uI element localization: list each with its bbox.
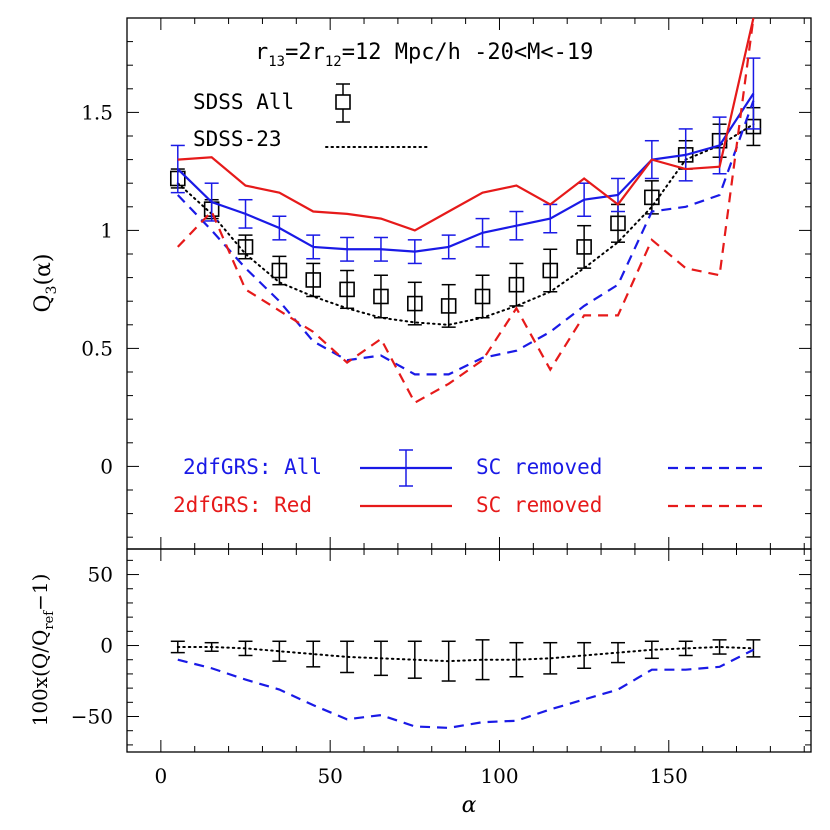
top-series-sdss-all-point <box>305 272 322 288</box>
bottom-plot-frame <box>126 548 812 753</box>
legend-label-sc-removed-all: SC removed <box>476 455 602 479</box>
top-series-sc-removed-all <box>176 100 755 376</box>
top-y-tick-label: 1.5 <box>81 100 113 124</box>
bottom-panel: 0 50 100 150 −50 0 50 100x(Q/Qref−1) α <box>28 548 812 818</box>
legend-label-sc-removed-red: SC removed <box>476 493 602 517</box>
top-y-tick-label: 1 <box>100 218 113 242</box>
bottom-series-sc-removed-relative <box>177 648 754 729</box>
top-y-tick-label: 0.5 <box>81 336 113 360</box>
bottom-series-sc-removed-relative-line <box>177 648 754 729</box>
top-series-sdss-all-point <box>542 262 559 279</box>
top-series-sdss-all-point <box>271 262 288 279</box>
top-series-sc-removed-red-line <box>176 17 755 405</box>
bottom-y-tick-label: 0 <box>100 634 113 658</box>
top-y-axis-label: Q3(α) <box>31 254 60 313</box>
top-legend: SDSS All SDSS-23 2dfGRS: All SC removed 2dfG… <box>173 83 762 517</box>
top-ticks: 0 0.5 1 1.5 <box>81 17 811 549</box>
top-series-sdss-all-point <box>474 288 491 305</box>
top-series-sdss-all-point <box>373 288 389 305</box>
bottom-x-tick-label: 50 <box>317 764 342 788</box>
bottom-y-tick-label: 50 <box>88 563 113 587</box>
top-series-sc-removed-red <box>176 17 755 405</box>
top-series-sdss-all-point <box>644 189 660 206</box>
top-annotation: r13=2r12=12 Mpc/h -20<M<-19 <box>255 40 593 70</box>
bottom-x-tick-label: 150 <box>650 764 688 788</box>
top-series-sdss-all-point <box>610 215 626 232</box>
top-series-2dfgrs-all <box>170 57 761 265</box>
bottom-y-axis-label: 100x(Q/Qref−1) <box>28 574 57 727</box>
legend-label-sdss-all: SDSS All <box>193 90 294 114</box>
legend-marker-sdss-all <box>335 94 351 110</box>
top-series-sdss-23 <box>176 123 755 326</box>
top-series-sdss-23-line <box>176 123 755 326</box>
bottom-x-tick-label: 100 <box>480 764 518 788</box>
top-series-sdss-all-point <box>407 295 423 312</box>
top-series-sdss-all-point <box>339 281 355 298</box>
top-panel: 0 0.5 1 1.5 SDSS All SDSS-23 2dfGRS: All SC re… <box>31 17 812 550</box>
legend-label-2dfgrs-all: 2dfGRS: All <box>183 455 322 479</box>
top-y-tick-label: 0 <box>100 454 113 478</box>
top-series-sc-removed-all-line <box>176 100 755 376</box>
top-series-sdss-all-point <box>508 276 525 293</box>
bottom-series-sdss-23-relative <box>170 639 761 682</box>
bottom-y-tick-label: −50 <box>71 705 113 729</box>
top-series <box>169 17 762 405</box>
bottom-ticks: 0 50 100 150 −50 0 50 <box>71 549 811 788</box>
top-series-sdss-all-point <box>440 298 457 314</box>
legend-label-2dfgrs-red: 2dfGRS: Red <box>173 493 312 517</box>
bottom-series-sdss-23-relative-line <box>176 645 755 663</box>
top-series-sdss-all-point <box>576 239 592 255</box>
top-series-2dfgrs-red <box>177 17 755 232</box>
bottom-x-tick-label: 0 <box>154 764 167 788</box>
x-axis-label: α <box>462 793 477 818</box>
top-series-2dfgrs-all-line <box>177 92 755 253</box>
top-series-2dfgrs-red-line <box>177 17 755 232</box>
bottom-series <box>170 639 761 729</box>
legend-label-sdss-23: SDSS-23 <box>193 127 282 151</box>
